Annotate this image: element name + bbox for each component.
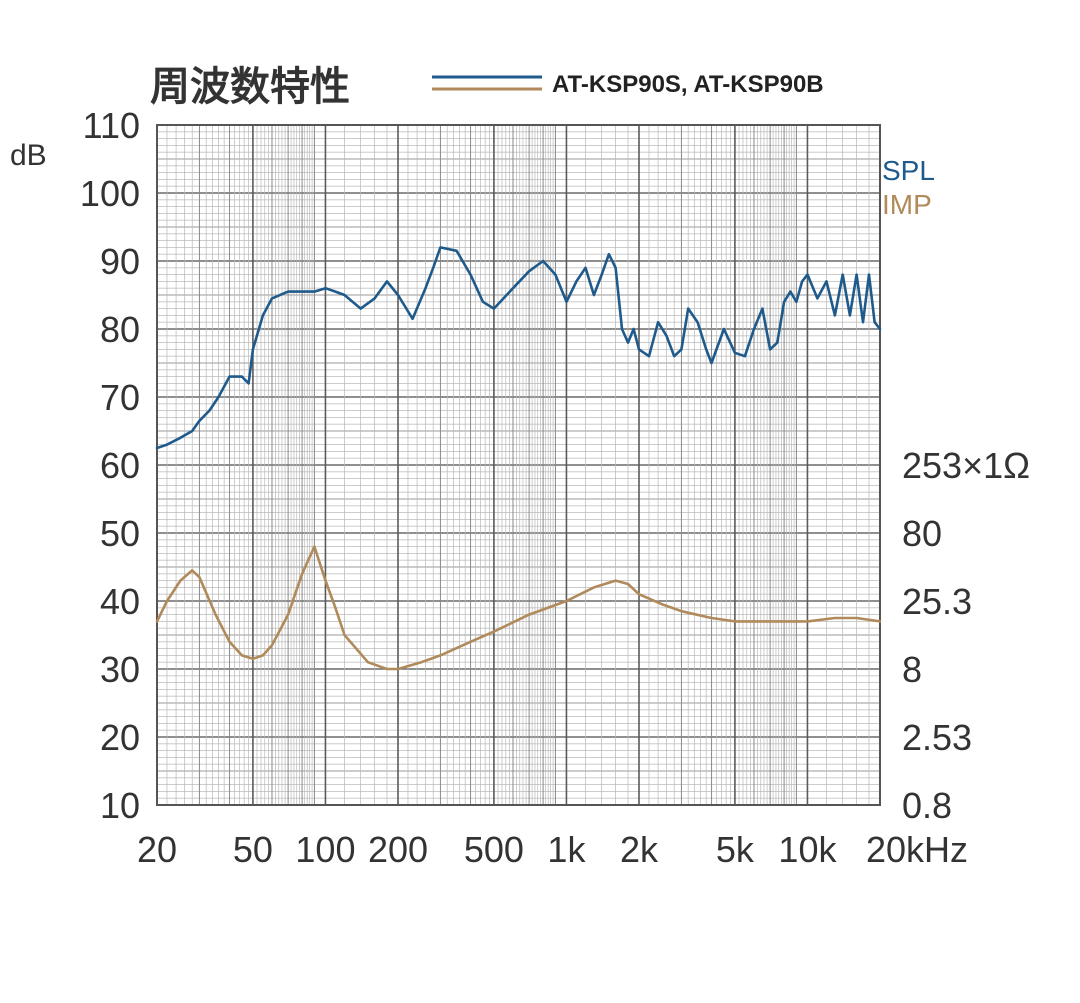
y-tick-label-right: 80 (902, 513, 942, 554)
y-tick-label-right: 2.53 (902, 717, 972, 758)
x-tick-label: 200 (368, 829, 428, 870)
legend-label: AT-KSP90S, AT-KSP90B (552, 71, 824, 98)
y-tick-label-left: 10 (100, 785, 140, 826)
chart-title: 周波数特性 (150, 64, 350, 110)
y-axis-left-ticks: 10 20 30 40 50 60 70 80 90 100 110 (80, 105, 140, 826)
x-tick-label: 5k (716, 829, 755, 870)
legend: AT-KSP90S, AT-KSP90B (432, 71, 824, 98)
y-tick-label-left: 60 (100, 445, 140, 486)
x-tick-label: 20 (137, 829, 177, 870)
x-tick-label: 500 (464, 829, 524, 870)
series-label-spl: SPL (882, 155, 935, 186)
series-line-imp (155, 545, 882, 671)
x-tick-label: 10k (778, 829, 837, 870)
y-tick-label-left: 80 (100, 309, 140, 350)
y-tick-label-left: 100 (80, 173, 140, 214)
y-tick-label-left: 70 (100, 377, 140, 418)
horizontal-grid (157, 124, 880, 806)
y-tick-label-right: 253×1Ω (902, 445, 1030, 486)
x-tick-label: 100 (295, 829, 355, 870)
y-tick-label-left: 40 (100, 581, 140, 622)
y-tick-label-right: 0.8 (902, 785, 952, 826)
y-tick-label-left: 110 (83, 105, 140, 146)
y-tick-label-left: 30 (100, 649, 140, 690)
series-line-spl (155, 246, 882, 450)
y-tick-label-left: 90 (100, 241, 140, 282)
y-tick-label-left: 20 (100, 717, 140, 758)
x-tick-label: 2k (620, 829, 659, 870)
y-axis-unit-left: dB (10, 139, 47, 172)
series-label-imp: IMP (882, 189, 932, 220)
y-tick-label-right: 8 (902, 649, 922, 690)
y-tick-label-right: 25.3 (902, 581, 972, 622)
series-layer (155, 246, 882, 671)
plot-frame (156, 124, 881, 806)
y-axis-right-ticks: 253×1Ω 80 25.3 8 2.53 0.8 (902, 445, 1030, 826)
x-tick-label: 50 (233, 829, 273, 870)
x-tick-label: 20kHz (866, 829, 968, 870)
x-axis-ticks: 20 50 100 200 500 1k 2k 5k 10k 20kHz (137, 829, 968, 870)
y-tick-label-left: 50 (100, 513, 140, 554)
x-tick-label: 1k (547, 829, 586, 870)
